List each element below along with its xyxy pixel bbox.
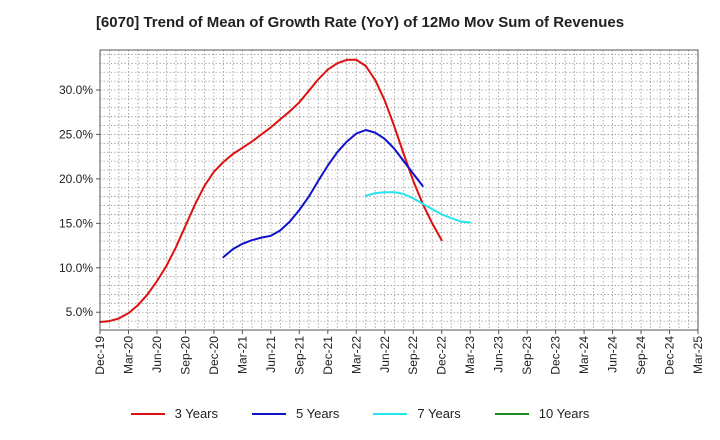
legend-label: 7 Years — [417, 406, 461, 421]
x-tick-label: Dec-23 — [549, 336, 563, 375]
y-tick-label: 5.0% — [66, 305, 94, 319]
plot-frame — [99, 49, 699, 331]
x-tick-label: Mar-24 — [577, 336, 591, 374]
series-line-7-years — [364, 191, 472, 224]
legend-item-5-years: 5 Years — [252, 406, 339, 421]
legend-swatch — [130, 412, 165, 415]
legend-label: 10 Years — [538, 406, 590, 421]
x-tick-label: Jun-21 — [264, 336, 278, 373]
x-tick-label: Jun-23 — [492, 336, 506, 373]
x-tick-label: Dec-19 — [93, 336, 107, 375]
plot-background — [100, 50, 698, 330]
legend-label: 5 Years — [296, 406, 340, 421]
y-tick-label: 25.0% — [59, 127, 93, 141]
chart-title: [6070] Trend of Mean of Growth Rate (YoY… — [95, 14, 625, 31]
legend-item-10-years: 10 Years — [494, 406, 590, 421]
y-tick-label: 30.0% — [59, 83, 93, 97]
x-tick-label: Jun-20 — [150, 336, 164, 373]
legend-swatch — [494, 412, 529, 415]
x-tick-label: Sep-24 — [634, 336, 648, 375]
x-tick-label: Mar-23 — [463, 336, 477, 374]
series-lines — [99, 58, 472, 323]
y-tick-label: 15.0% — [59, 216, 93, 230]
grid-lines — [100, 50, 698, 331]
x-tick-label: Sep-20 — [178, 336, 192, 375]
x-tick-label: Mar-20 — [121, 336, 135, 374]
y-tick-label: 20.0% — [59, 172, 93, 186]
x-tick-label: Sep-21 — [292, 336, 306, 375]
y-tick-label: 10.0% — [59, 261, 93, 275]
x-tick-label: Dec-22 — [435, 336, 449, 375]
x-tick-label: Mar-21 — [235, 336, 249, 374]
legend-item-7-years: 7 Years — [373, 406, 461, 421]
x-tick-label: Jun-22 — [378, 336, 392, 373]
x-tick-label: Sep-22 — [406, 336, 420, 375]
legend-label: 3 Years — [174, 406, 218, 421]
series-line-5-years — [222, 129, 424, 259]
x-tick-label: Jun-24 — [606, 336, 620, 373]
x-tick-label: Sep-23 — [520, 336, 534, 375]
x-tick-label: Mar-25 — [691, 336, 705, 374]
legend: 3 Years 5 Years 7 Years 10 Years — [0, 406, 720, 421]
legend-swatch — [252, 412, 286, 415]
legend-swatch — [373, 412, 408, 415]
x-tick-label: Dec-20 — [207, 336, 221, 375]
legend-item-3-years: 3 Years — [130, 406, 218, 421]
x-tick-label: Mar-22 — [349, 336, 363, 374]
x-tick-label: Dec-21 — [321, 336, 335, 375]
series-line-3-years — [99, 58, 443, 323]
axis-ticks: 5.0% 10.0% 15.0% 20.0% 25.0% 30.0% Dec-19 Mar-2… — [59, 83, 705, 375]
x-tick-label: Dec-24 — [663, 336, 677, 375]
